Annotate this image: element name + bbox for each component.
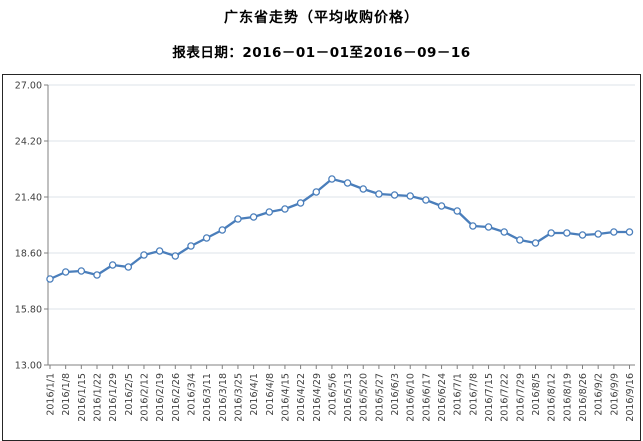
- data-point-marker: [547, 229, 555, 237]
- x-axis-tick-label: 2016/8/26: [578, 373, 589, 422]
- data-point-marker: [390, 191, 399, 199]
- data-point-marker: [375, 190, 383, 198]
- x-axis-tick-label: 2016/3/25: [233, 373, 244, 422]
- x-axis-tick-label: 2016/5/13: [343, 373, 354, 422]
- data-point-marker: [563, 229, 571, 237]
- x-axis-tick-label: 2016/1/29: [108, 373, 119, 422]
- data-point-marker: [61, 268, 70, 276]
- x-axis-tick-label: 2016/4/29: [312, 373, 323, 422]
- x-axis-tick-label: 2016/2/26: [171, 373, 182, 422]
- data-point-marker: [202, 234, 211, 242]
- x-axis-tick-label: 2016/1/15: [77, 373, 88, 422]
- x-axis-tick-label: 2016/6/10: [406, 373, 417, 422]
- x-axis-tick-label: 2016/4/1: [249, 373, 260, 416]
- x-axis-tick-label: 2016/5/20: [359, 373, 370, 422]
- x-axis-tick-label: 2016/3/11: [202, 373, 213, 422]
- x-axis-tick-label: 2016/2/19: [155, 373, 166, 422]
- x-axis-tick-label: 2016/6/24: [437, 373, 448, 422]
- x-axis-tick-label: 2016/7/22: [500, 373, 511, 422]
- x-axis-tick-label: 2016/7/15: [484, 373, 495, 422]
- x-axis-tick-label: 2016/4/22: [296, 373, 307, 422]
- chart-area: 13.00 15.80 18.60 21.40 24.20 27.00 2016/1/1 20…: [2, 74, 641, 441]
- x-axis-tick-label: 2016/9/9: [609, 373, 620, 416]
- x-axis-tick-label: 2016/4/15: [280, 373, 291, 422]
- data-point-marker: [406, 192, 414, 200]
- data-point-marker: [422, 196, 430, 204]
- x-axis-tick-label: 2016/1/8: [61, 373, 72, 416]
- y-axis-tick-label: 21.40: [15, 193, 42, 204]
- y-axis-tick-label: 13.00: [15, 361, 42, 372]
- x-axis-tick-label: 2016/3/4: [186, 373, 197, 416]
- x-axis-tick-label: 2016/2/12: [139, 373, 150, 422]
- x-axis-tick-label: 2016/8/19: [562, 373, 573, 422]
- data-point-marker: [93, 271, 101, 279]
- data-point-marker: [46, 275, 54, 283]
- data-point-marker: [140, 251, 148, 259]
- x-axis-tick-label: 2016/3/18: [218, 373, 229, 422]
- x-axis-tick-label: 2016/1/1: [46, 373, 57, 416]
- data-point-marker: [500, 228, 508, 236]
- x-axis-tick-label: 2016/7/29: [515, 373, 526, 422]
- data-point-marker: [484, 223, 493, 231]
- y-axis-tick-label: 18.60: [15, 249, 42, 260]
- data-point-marker: [124, 263, 133, 271]
- data-point-marker: [296, 199, 305, 207]
- data-point-marker: [171, 252, 180, 260]
- data-point-marker: [531, 239, 540, 247]
- trend-line-chart: 13.00 15.80 18.60 21.40 24.20 27.00 2016/1/1 20…: [15, 81, 636, 422]
- x-axis-tick-label: 2016/6/17: [421, 373, 432, 422]
- data-point-marker: [265, 208, 274, 216]
- chart-subtitle: 报表日期：2016－01－01至2016－09－16: [172, 45, 471, 61]
- x-axis-tick-label: 2016/7/8: [468, 373, 479, 416]
- x-axis-tick-label: 2016/7/1: [453, 373, 464, 416]
- data-point-marker: [218, 226, 227, 234]
- data-point-marker: [108, 261, 117, 269]
- y-axis-tick-label: 24.20: [15, 137, 42, 148]
- chart-title: 广东省走势（平均收购价格）: [224, 10, 419, 26]
- x-axis-tick-label: 2016/1/22: [92, 373, 103, 422]
- data-point-marker: [249, 213, 258, 221]
- data-point-marker: [234, 215, 242, 223]
- y-axis-tick-label: 15.80: [15, 305, 42, 316]
- data-point-marker: [437, 202, 446, 210]
- x-axis-tick-label: 2016/5/6: [327, 373, 338, 416]
- x-axis-tick-label: 2016/8/5: [531, 373, 542, 416]
- data-point-marker: [187, 242, 195, 250]
- data-point-marker: [625, 228, 634, 236]
- data-point-marker: [281, 205, 289, 213]
- data-point-marker: [155, 247, 164, 255]
- x-axis-tick-label: 2016/4/8: [265, 373, 276, 416]
- data-point-marker: [343, 179, 352, 187]
- data-point-marker: [312, 188, 321, 196]
- x-axis-tick-label: 2016/9/2: [594, 373, 605, 416]
- data-point-marker: [610, 228, 618, 236]
- data-point-marker: [594, 230, 602, 238]
- data-point-marker: [328, 175, 336, 183]
- series-line: [48, 177, 631, 281]
- x-axis-tick-label: 2016/6/3: [390, 373, 401, 416]
- x-axis-tick-label: 2016/5/27: [374, 373, 385, 422]
- data-point-marker: [77, 267, 86, 275]
- data-point-marker: [578, 231, 587, 239]
- data-point-marker: [359, 185, 367, 193]
- x-axis-tick-label: 2016/2/5: [124, 373, 135, 416]
- x-axis-tick-label: 2016/9/16: [625, 373, 636, 422]
- x-axis-tick-label: 2016/8/12: [547, 373, 558, 422]
- y-axis-tick-label: 27.00: [15, 81, 42, 92]
- data-point-marker: [453, 207, 461, 215]
- data-point-marker: [469, 222, 477, 230]
- data-point-marker: [516, 236, 524, 244]
